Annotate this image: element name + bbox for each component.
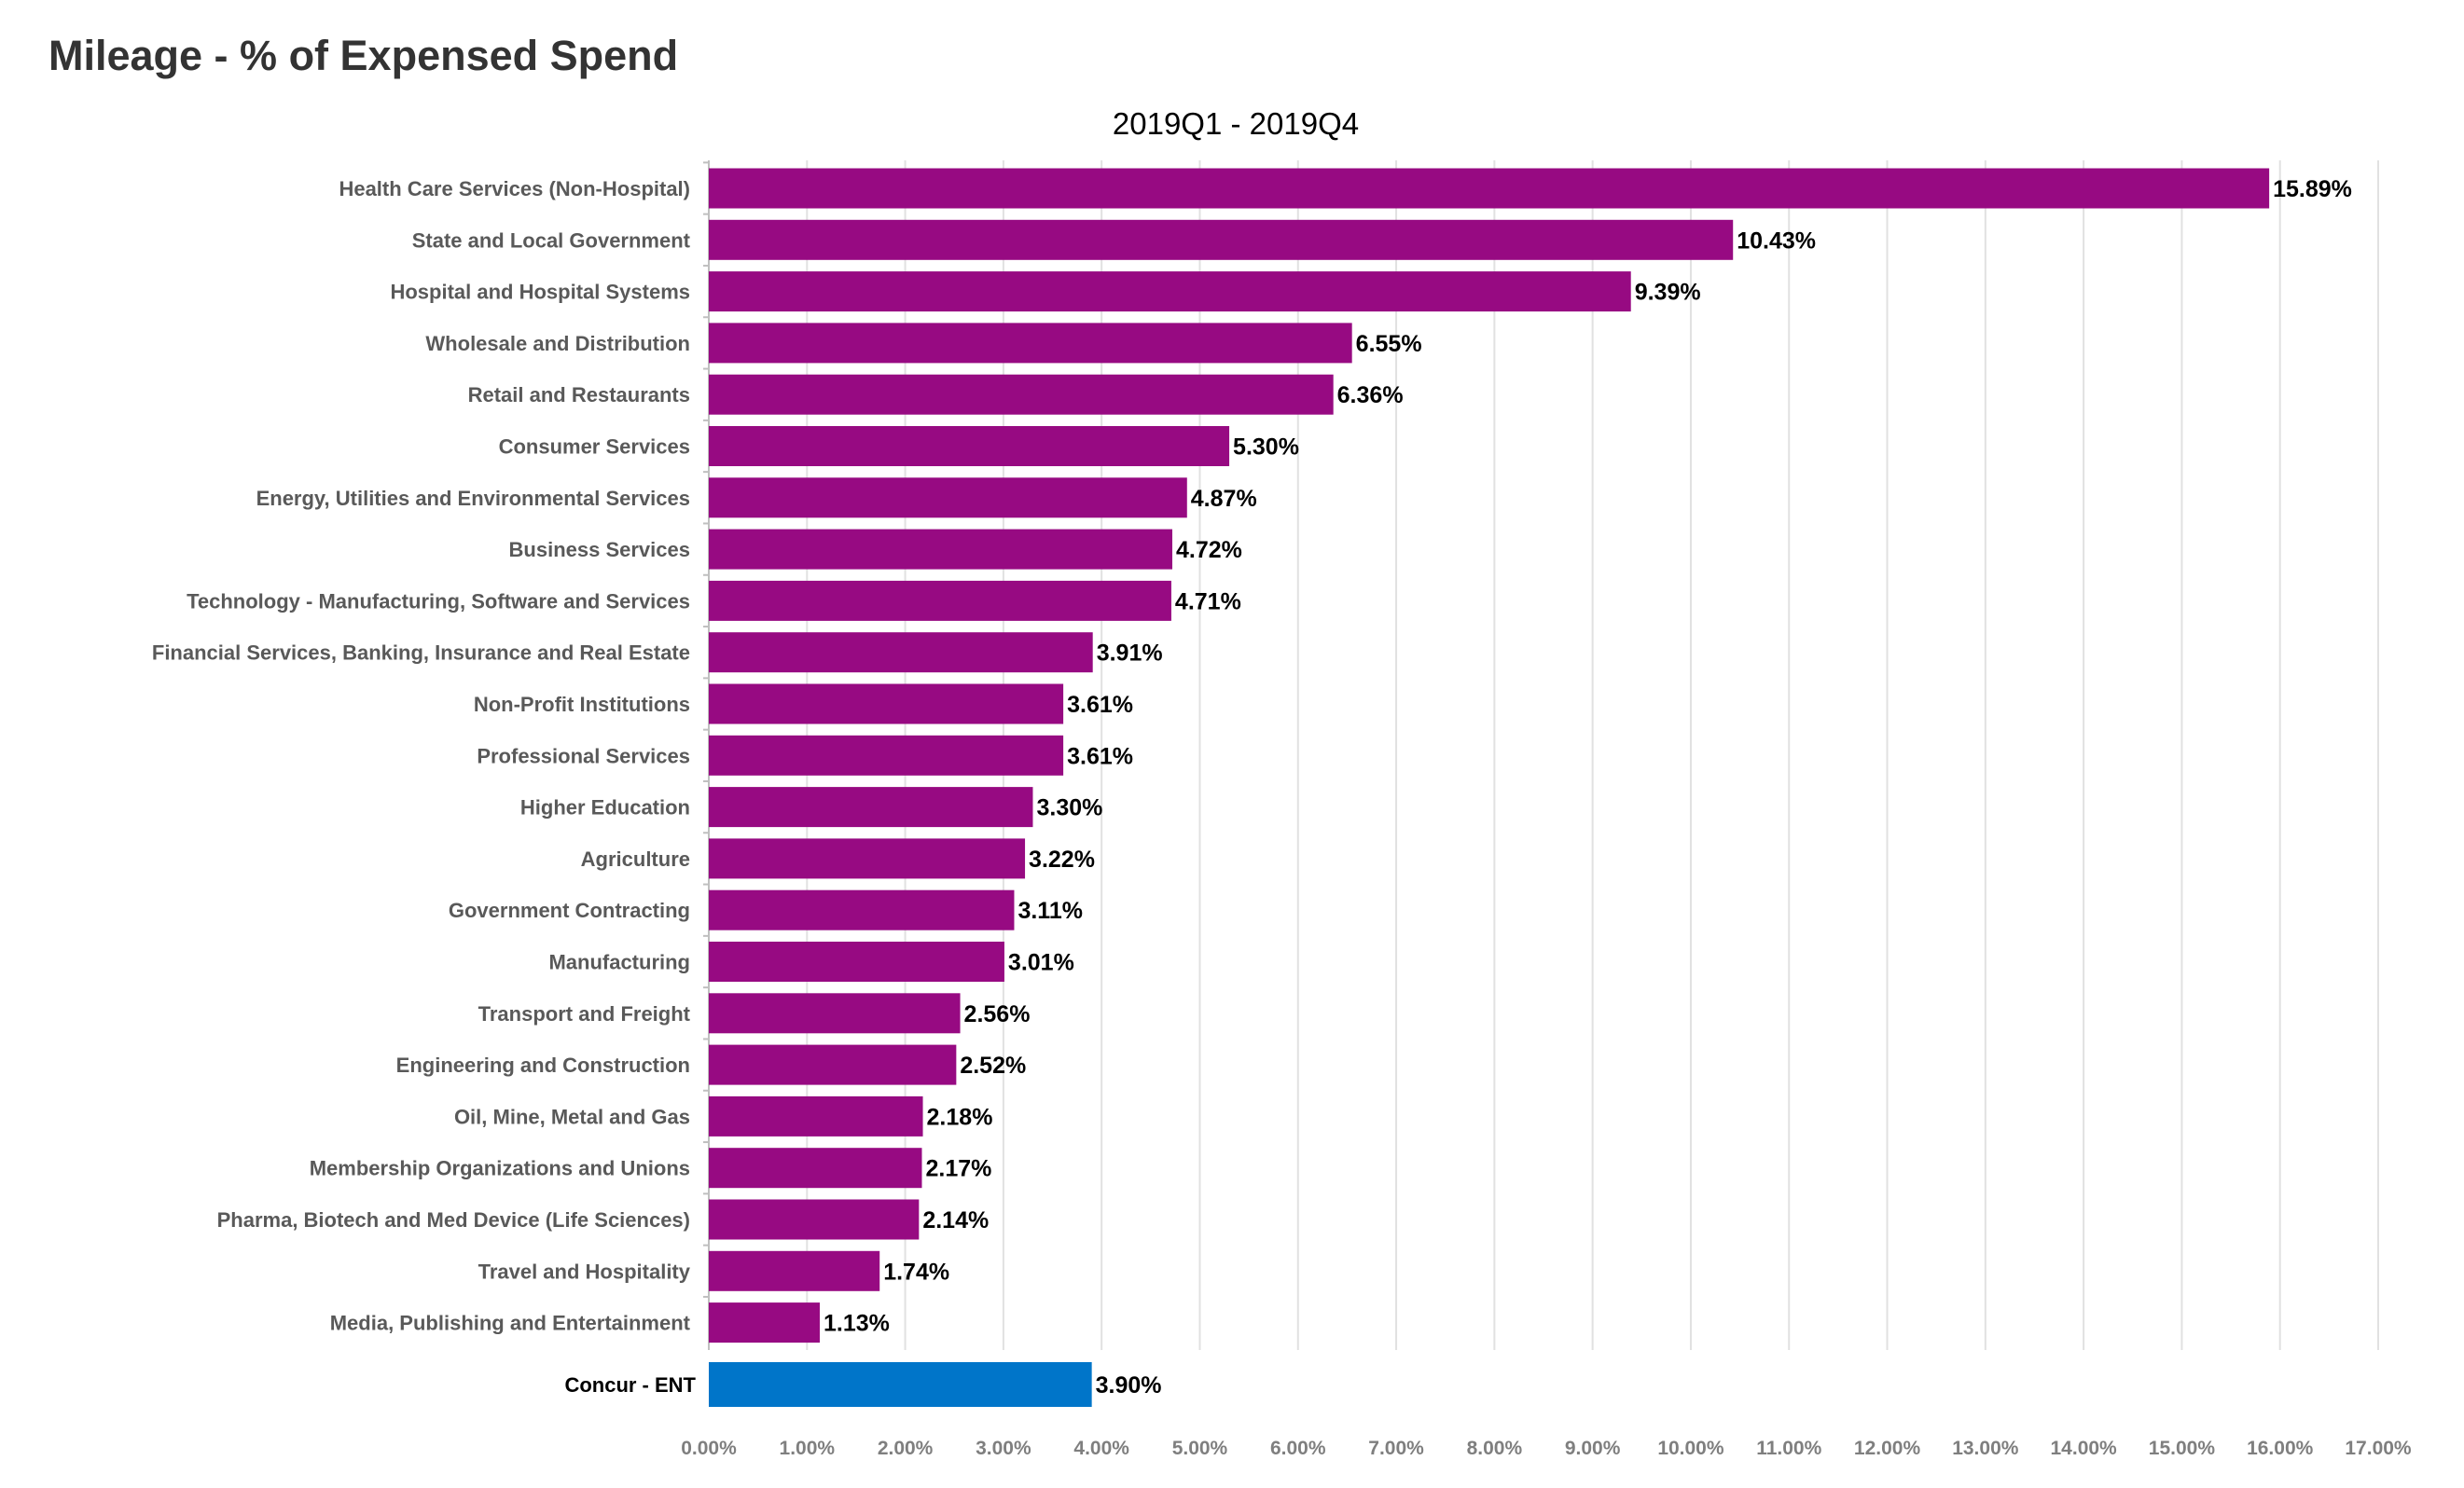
- bar: [709, 787, 1033, 828]
- category-label: Government Contracting: [449, 899, 690, 922]
- category-label: Manufacturing: [548, 951, 690, 974]
- bar-value-label: 4.87%: [1191, 486, 1257, 512]
- bar: [709, 993, 961, 1034]
- category-label: Non-Profit Institutions: [474, 693, 690, 716]
- benchmark-value-label: 3.90%: [1096, 1372, 1162, 1398]
- bar: [709, 1044, 957, 1085]
- x-tick-label: 14.00%: [2051, 1438, 2118, 1459]
- x-tick-label: 7.00%: [1368, 1438, 1424, 1459]
- category-label: Technology - Manufacturing, Software and…: [187, 589, 690, 613]
- category-label: Oil, Mine, Metal and Gas: [454, 1105, 690, 1128]
- bar-value-label: 3.30%: [1036, 795, 1102, 821]
- category-label: Pharma, Biotech and Med Device (Life Sci…: [217, 1208, 690, 1232]
- x-tick-label: 15.00%: [2149, 1438, 2216, 1459]
- category-label: Engineering and Construction: [396, 1054, 690, 1077]
- bar: [709, 1199, 920, 1240]
- benchmark-bar: [709, 1362, 1092, 1407]
- bar: [709, 1302, 820, 1343]
- bar: [709, 477, 1187, 518]
- category-label: Consumer Services: [499, 435, 690, 459]
- bar: [709, 735, 1064, 776]
- bar: [709, 529, 1172, 570]
- bar: [709, 1095, 923, 1137]
- category-label: Hospital and Hospital Systems: [390, 281, 690, 304]
- x-tick-label: 6.00%: [1270, 1438, 1326, 1459]
- x-tick-label: 2.00%: [878, 1438, 934, 1459]
- bar: [709, 942, 1004, 982]
- x-tick-label: 17.00%: [2345, 1438, 2412, 1459]
- bar-value-label: 10.43%: [1737, 227, 1816, 254]
- bar-value-label: 4.72%: [1176, 537, 1242, 563]
- category-label: Financial Services, Banking, Insurance a…: [152, 641, 690, 665]
- bar-value-label: 3.61%: [1067, 692, 1133, 718]
- x-tick-label: 1.00%: [780, 1438, 836, 1459]
- x-tick-label: 12.00%: [1854, 1438, 1921, 1459]
- bar: [709, 168, 2270, 209]
- category-label: Transport and Freight: [478, 1002, 691, 1026]
- bar-value-label: 4.71%: [1175, 588, 1241, 614]
- bar-value-label: 2.17%: [925, 1156, 991, 1182]
- bar-value-label: 1.13%: [824, 1311, 890, 1337]
- category-label: Membership Organizations and Unions: [310, 1157, 690, 1180]
- category-label: Business Services: [509, 538, 690, 561]
- benchmark-label: Concur - ENT: [564, 1373, 696, 1397]
- category-label: Retail and Restaurants: [468, 383, 690, 406]
- bar: [709, 838, 1026, 879]
- category-label: Media, Publishing and Entertainment: [330, 1312, 691, 1335]
- chart-subtitle: 2019Q1 - 2019Q4: [1112, 106, 1360, 141]
- bar-value-label: 2.14%: [922, 1207, 989, 1233]
- category-label: Professional Services: [477, 744, 690, 767]
- x-tick-label: 9.00%: [1565, 1438, 1621, 1459]
- bar-value-label: 6.55%: [1356, 331, 1422, 357]
- category-label: Higher Education: [520, 796, 690, 820]
- x-tick-label: 11.00%: [1756, 1438, 1821, 1459]
- bar: [709, 426, 1230, 466]
- bar: [709, 219, 1734, 260]
- bar-value-label: 1.74%: [883, 1259, 949, 1285]
- bar: [709, 889, 1015, 930]
- bar: [709, 683, 1064, 724]
- bar: [709, 580, 1171, 621]
- category-label: Agriculture: [581, 847, 690, 871]
- category-label: Wholesale and Distribution: [425, 332, 690, 355]
- bar: [709, 1148, 922, 1189]
- bar: [709, 374, 1334, 415]
- category-label: Travel and Hospitality: [478, 1260, 691, 1283]
- bar-value-label: 2.56%: [964, 1001, 1031, 1027]
- bar-value-label: 3.61%: [1067, 743, 1133, 769]
- x-tick-label: 13.00%: [1952, 1438, 2019, 1459]
- x-tick-label: 0.00%: [681, 1438, 737, 1459]
- bar: [709, 632, 1093, 673]
- category-label: State and Local Government: [412, 228, 691, 252]
- bar: [709, 323, 1352, 364]
- chart-title: Mileage - % of Expensed Spend: [48, 32, 679, 79]
- bar-value-label: 3.91%: [1097, 641, 1163, 667]
- bar-value-label: 5.30%: [1233, 434, 1299, 461]
- x-tick-label: 4.00%: [1073, 1438, 1129, 1459]
- bar-value-label: 15.89%: [2273, 176, 2352, 202]
- bar-value-label: 6.36%: [1337, 382, 1404, 408]
- bar-value-label: 9.39%: [1635, 280, 1701, 306]
- x-tick-label: 8.00%: [1467, 1438, 1523, 1459]
- x-tick-label: 5.00%: [1172, 1438, 1228, 1459]
- x-tick-label: 16.00%: [2247, 1438, 2314, 1459]
- bar-value-label: 2.52%: [960, 1053, 1026, 1079]
- category-label: Energy, Utilities and Environmental Serv…: [256, 487, 690, 510]
- x-tick-label: 10.00%: [1657, 1438, 1724, 1459]
- bar-value-label: 3.22%: [1029, 847, 1095, 873]
- x-tick-label: 3.00%: [976, 1438, 1031, 1459]
- bar: [709, 1250, 880, 1291]
- category-label: Health Care Services (Non-Hospital): [339, 177, 690, 200]
- bar: [709, 271, 1631, 312]
- bar-value-label: 2.18%: [927, 1104, 993, 1130]
- bar-value-label: 3.11%: [1017, 898, 1083, 924]
- bar-value-label: 3.01%: [1008, 950, 1074, 976]
